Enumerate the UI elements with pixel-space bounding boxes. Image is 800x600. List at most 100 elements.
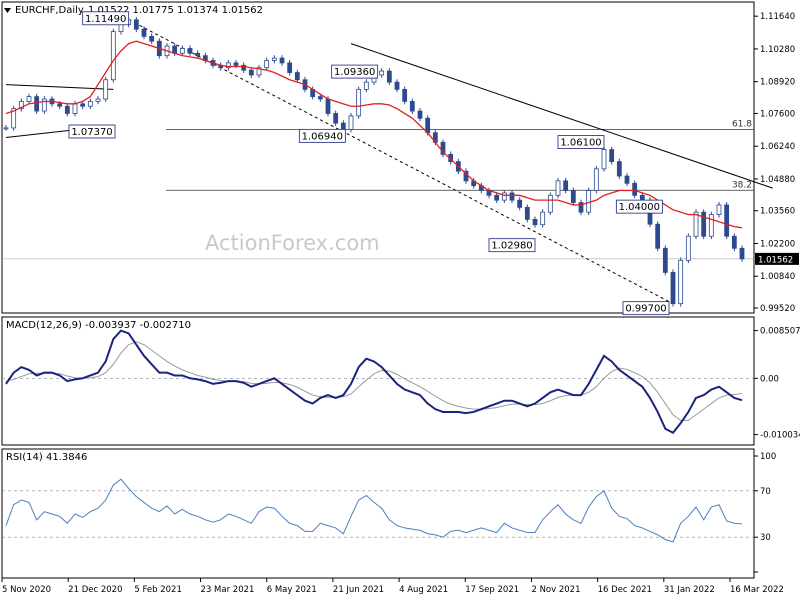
ma-line <box>5 40 743 229</box>
price-label-text: 1.11490 <box>85 14 126 25</box>
candle-body <box>356 88 362 117</box>
candle-body <box>233 62 239 66</box>
candle-body <box>570 190 576 203</box>
x-tick-label: 6 May 2021 <box>267 585 317 595</box>
macd-title: MACD(12,26,9) -0.003937 -0.002710 <box>6 320 191 331</box>
candle-body <box>685 235 691 261</box>
candle-body <box>655 223 661 249</box>
price-y-tick-label: 1.10280 <box>760 45 795 55</box>
x-tick-label: 5 Feb 2021 <box>134 585 182 595</box>
macd-y-tick-label: 0.008507 <box>760 327 800 337</box>
dropdown-arrow-icon[interactable] <box>4 8 11 13</box>
price-label-text: 0.99700 <box>625 304 666 315</box>
candle-body <box>248 69 254 76</box>
candle-body <box>294 72 300 81</box>
candle-body <box>187 48 193 54</box>
candle-body <box>3 127 9 130</box>
last-price-tag <box>755 252 799 265</box>
candle-body <box>287 62 293 73</box>
candle-body <box>417 110 423 119</box>
candle-body <box>333 113 339 124</box>
watermark: ActionForex.com <box>205 231 380 255</box>
candle-body <box>532 218 538 226</box>
price-label-text: 1.07370 <box>71 127 112 138</box>
candle-body <box>624 175 630 184</box>
x-tick-label: 16 Dec 2021 <box>598 585 652 595</box>
candle-body <box>639 194 645 201</box>
price-y-tick-label: 1.11640 <box>760 12 795 22</box>
price-y-tick-label: 1.06240 <box>760 142 795 152</box>
rsi-y-tick-label: 30 <box>760 533 771 543</box>
candle-body <box>578 202 584 213</box>
candle-body <box>524 206 530 220</box>
candle-body <box>110 31 116 81</box>
candle-body <box>26 96 32 102</box>
price-ohlc: 1.01522 1.01775 1.01374 1.01562 <box>88 5 263 16</box>
candle-body <box>34 96 40 112</box>
x-tick-label: 2 Nov 2021 <box>531 585 580 595</box>
price-label-box <box>331 64 379 79</box>
candle-body <box>609 149 615 163</box>
macd-y-tick-label: 0.00 <box>760 374 779 384</box>
candle-body <box>440 141 446 155</box>
macd-line <box>5 329 743 434</box>
price-label-box <box>622 301 670 316</box>
candle-body <box>95 98 101 102</box>
macd-y-tick-label: -0.010034 <box>760 431 800 441</box>
candle-body <box>149 36 155 42</box>
price-label-box <box>488 238 536 253</box>
candle-body <box>494 194 500 201</box>
candle-body <box>555 180 561 196</box>
candle-body <box>724 204 730 237</box>
candle-body <box>708 214 714 237</box>
candle-body <box>279 57 285 64</box>
candle-body <box>271 57 277 61</box>
candle-body <box>317 96 323 100</box>
rsi-y-tick-label: 100 <box>760 452 776 462</box>
candle-body <box>616 161 622 177</box>
macd-layer <box>2 329 754 434</box>
candle-body <box>225 62 231 69</box>
candle-body <box>509 192 515 201</box>
trendline <box>350 43 773 189</box>
candle-body <box>632 182 638 196</box>
fib-level-label: 61.8 <box>732 119 752 129</box>
price-y-tick-label: 1.03560 <box>760 207 795 217</box>
price-label-text: 1.06940 <box>302 131 343 142</box>
candle-body <box>386 70 392 83</box>
rsi-y-tick-label: 70 <box>760 487 771 497</box>
price-panel <box>1 1 755 314</box>
x-tick-label: 16 Mar 2022 <box>730 585 784 595</box>
price-label-text: 1.02980 <box>491 241 532 252</box>
candle-body <box>264 60 270 69</box>
candle-body <box>739 247 745 260</box>
price-label-box <box>82 11 130 26</box>
price-label-box <box>298 128 346 143</box>
x-tick-label: 5 Nov 2020 <box>2 585 51 595</box>
price-label-box <box>68 124 116 139</box>
candle-body <box>731 235 737 249</box>
candle-body <box>662 247 668 273</box>
candle-body <box>87 101 93 107</box>
price-y-tick-label: 0.99520 <box>760 304 795 314</box>
price-y-tick-label: 1.07600 <box>760 109 795 119</box>
candle-body <box>363 81 369 90</box>
rsi-line <box>5 478 743 543</box>
price-label-text: 1.06100 <box>560 138 601 149</box>
candle-body <box>517 199 523 208</box>
candle-body <box>540 211 546 226</box>
candle-body <box>716 204 722 215</box>
x-tick-label: 21 Dec 2020 <box>68 585 122 595</box>
candle-body <box>72 103 78 114</box>
candle-body <box>586 190 592 213</box>
x-tick-label: 4 Aug 2021 <box>399 585 448 595</box>
fib-level-label: 38.2 <box>732 180 752 190</box>
candle-body <box>670 271 676 305</box>
x-tick-label: 17 Sep 2021 <box>465 585 519 595</box>
rsi-layer <box>2 478 754 543</box>
candle-body <box>256 67 262 76</box>
candle-body <box>80 103 86 107</box>
price-y-tick-label: 1.02200 <box>760 239 795 249</box>
candle-body <box>678 259 684 305</box>
candle-body <box>501 192 507 201</box>
